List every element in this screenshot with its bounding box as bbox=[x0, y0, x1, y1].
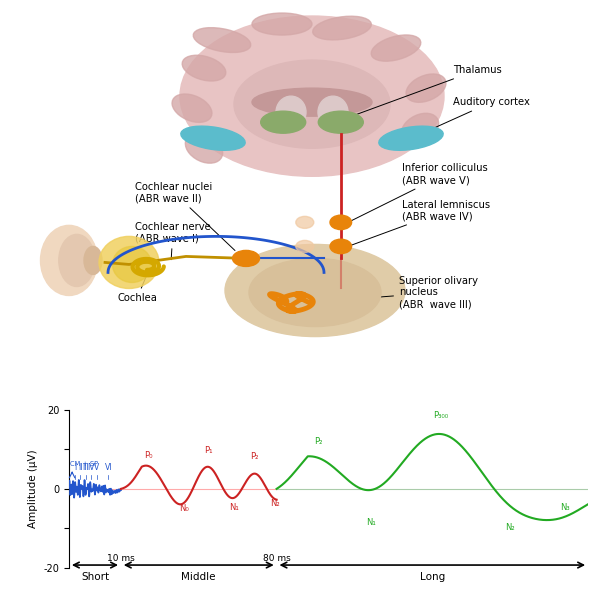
Text: N₂: N₂ bbox=[270, 499, 280, 508]
Text: Cochlear nuclei
(ABR wave II): Cochlear nuclei (ABR wave II) bbox=[135, 182, 235, 251]
Ellipse shape bbox=[181, 126, 245, 150]
Ellipse shape bbox=[113, 246, 151, 282]
Y-axis label: Amplitude (μV): Amplitude (μV) bbox=[28, 450, 38, 528]
Text: N₀: N₀ bbox=[179, 505, 189, 514]
Ellipse shape bbox=[59, 234, 95, 286]
Text: Superior olivary
nucleus
(ABR  wave III): Superior olivary nucleus (ABR wave III) bbox=[327, 276, 478, 309]
Ellipse shape bbox=[379, 126, 443, 150]
Text: P₂: P₂ bbox=[314, 437, 322, 446]
Ellipse shape bbox=[252, 13, 312, 35]
Text: Cochlea: Cochlea bbox=[117, 277, 157, 304]
Text: V: V bbox=[94, 463, 100, 472]
Text: II: II bbox=[78, 463, 83, 472]
Text: IV: IV bbox=[87, 463, 95, 472]
Text: N₂: N₂ bbox=[505, 523, 515, 532]
Ellipse shape bbox=[276, 96, 306, 128]
Ellipse shape bbox=[182, 55, 226, 81]
Text: 10 ms: 10 ms bbox=[107, 554, 135, 563]
Ellipse shape bbox=[232, 251, 260, 267]
Text: I: I bbox=[74, 463, 76, 472]
Ellipse shape bbox=[84, 246, 102, 274]
Text: Thalamus: Thalamus bbox=[343, 65, 502, 119]
Ellipse shape bbox=[252, 88, 372, 116]
Circle shape bbox=[296, 240, 314, 252]
Ellipse shape bbox=[225, 245, 405, 337]
Text: Middle: Middle bbox=[182, 572, 216, 581]
Ellipse shape bbox=[41, 225, 97, 295]
Ellipse shape bbox=[318, 111, 363, 133]
Ellipse shape bbox=[99, 236, 159, 288]
Text: Auditory cortex: Auditory cortex bbox=[416, 97, 530, 136]
Ellipse shape bbox=[172, 94, 212, 123]
Ellipse shape bbox=[249, 258, 381, 327]
Circle shape bbox=[330, 215, 352, 230]
Text: CM + SP: CM + SP bbox=[70, 461, 98, 467]
Circle shape bbox=[330, 239, 352, 254]
Ellipse shape bbox=[371, 35, 421, 61]
Text: Long: Long bbox=[419, 572, 445, 581]
Ellipse shape bbox=[193, 28, 251, 53]
Text: Short: Short bbox=[81, 572, 109, 581]
Text: Lateral lemniscus
(ABR wave IV): Lateral lemniscus (ABR wave IV) bbox=[350, 200, 490, 245]
Text: N₃: N₃ bbox=[560, 503, 570, 512]
Ellipse shape bbox=[406, 74, 446, 102]
Text: VI: VI bbox=[104, 463, 112, 472]
Ellipse shape bbox=[318, 96, 348, 128]
Ellipse shape bbox=[234, 60, 390, 148]
Text: N₁: N₁ bbox=[229, 503, 239, 512]
Ellipse shape bbox=[401, 113, 439, 143]
Text: 80 ms: 80 ms bbox=[263, 554, 290, 563]
Text: III: III bbox=[82, 463, 89, 472]
Ellipse shape bbox=[313, 16, 371, 40]
Text: Inferior colliculus
(ABR wave V): Inferior colliculus (ABR wave V) bbox=[350, 163, 488, 221]
Circle shape bbox=[296, 216, 314, 228]
Text: P₂: P₂ bbox=[251, 452, 259, 461]
Text: P₁: P₁ bbox=[204, 446, 212, 455]
Text: P₀: P₀ bbox=[143, 451, 152, 460]
Text: Cochlear nerve
(ABR wave I): Cochlear nerve (ABR wave I) bbox=[135, 222, 211, 260]
Text: P₃₀₀: P₃₀₀ bbox=[433, 411, 448, 420]
Ellipse shape bbox=[180, 16, 444, 176]
Text: N₁: N₁ bbox=[366, 517, 376, 526]
Ellipse shape bbox=[185, 133, 223, 163]
Ellipse shape bbox=[260, 111, 306, 133]
